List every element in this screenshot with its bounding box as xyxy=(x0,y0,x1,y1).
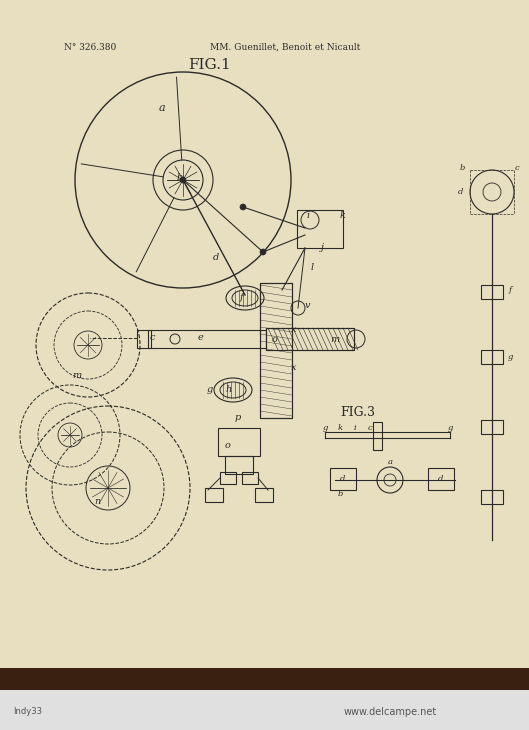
Bar xyxy=(481,350,503,364)
Text: d: d xyxy=(458,188,464,196)
Bar xyxy=(255,488,273,502)
Text: f: f xyxy=(239,293,243,301)
Text: i: i xyxy=(306,210,309,220)
Bar xyxy=(428,468,454,490)
Text: h: h xyxy=(226,385,232,393)
Text: d: d xyxy=(439,475,444,483)
Bar xyxy=(0,690,529,730)
Text: x: x xyxy=(291,364,297,372)
Bar xyxy=(205,488,223,502)
Text: b: b xyxy=(177,174,183,182)
Text: b: b xyxy=(338,490,343,498)
Text: g: g xyxy=(448,424,453,432)
Bar xyxy=(266,328,354,350)
Text: o: o xyxy=(272,334,278,344)
Bar xyxy=(330,468,356,490)
Bar xyxy=(148,330,266,348)
Text: e: e xyxy=(197,332,203,342)
Text: l: l xyxy=(311,264,314,272)
Text: FIG.3: FIG.3 xyxy=(341,405,376,418)
Circle shape xyxy=(240,204,246,210)
Bar xyxy=(481,490,503,504)
Text: a: a xyxy=(159,103,165,113)
Text: k: k xyxy=(340,210,346,220)
Bar xyxy=(0,668,529,690)
Text: m: m xyxy=(331,334,340,344)
Text: j: j xyxy=(321,244,324,253)
Text: www.delcampe.net: www.delcampe.net xyxy=(343,707,436,717)
Text: p: p xyxy=(235,413,241,423)
Text: i: i xyxy=(354,424,357,432)
Text: d: d xyxy=(340,475,345,483)
Text: b: b xyxy=(459,164,464,172)
Text: k: k xyxy=(338,424,343,432)
Bar xyxy=(373,422,382,450)
Text: c: c xyxy=(149,332,155,342)
Bar xyxy=(260,283,292,418)
Bar xyxy=(225,456,253,474)
Bar xyxy=(218,428,260,456)
Bar xyxy=(481,285,503,299)
Text: d: d xyxy=(213,253,219,263)
Text: x: x xyxy=(291,326,297,334)
Text: FIG.1: FIG.1 xyxy=(189,58,231,72)
Text: Indy33: Indy33 xyxy=(14,707,42,717)
Bar xyxy=(481,420,503,434)
Bar xyxy=(297,210,343,248)
Text: g: g xyxy=(322,424,327,432)
Text: n: n xyxy=(94,498,100,507)
Circle shape xyxy=(180,177,186,183)
Text: c: c xyxy=(515,164,519,172)
Text: m: m xyxy=(72,371,81,380)
Bar xyxy=(242,472,258,484)
Bar xyxy=(266,328,354,350)
Text: N° 326.380: N° 326.380 xyxy=(64,42,116,52)
Bar xyxy=(220,472,236,484)
Bar xyxy=(137,330,151,348)
Text: g: g xyxy=(207,385,213,394)
Circle shape xyxy=(260,249,266,255)
Bar xyxy=(260,283,292,418)
Text: o: o xyxy=(225,440,231,450)
Text: v: v xyxy=(304,301,310,310)
Text: g: g xyxy=(507,353,513,361)
Text: MM. Guenillet, Benoit et Nicault: MM. Guenillet, Benoit et Nicault xyxy=(210,42,360,52)
Text: c: c xyxy=(368,424,372,432)
Text: f: f xyxy=(508,286,512,294)
Text: a: a xyxy=(388,458,393,466)
